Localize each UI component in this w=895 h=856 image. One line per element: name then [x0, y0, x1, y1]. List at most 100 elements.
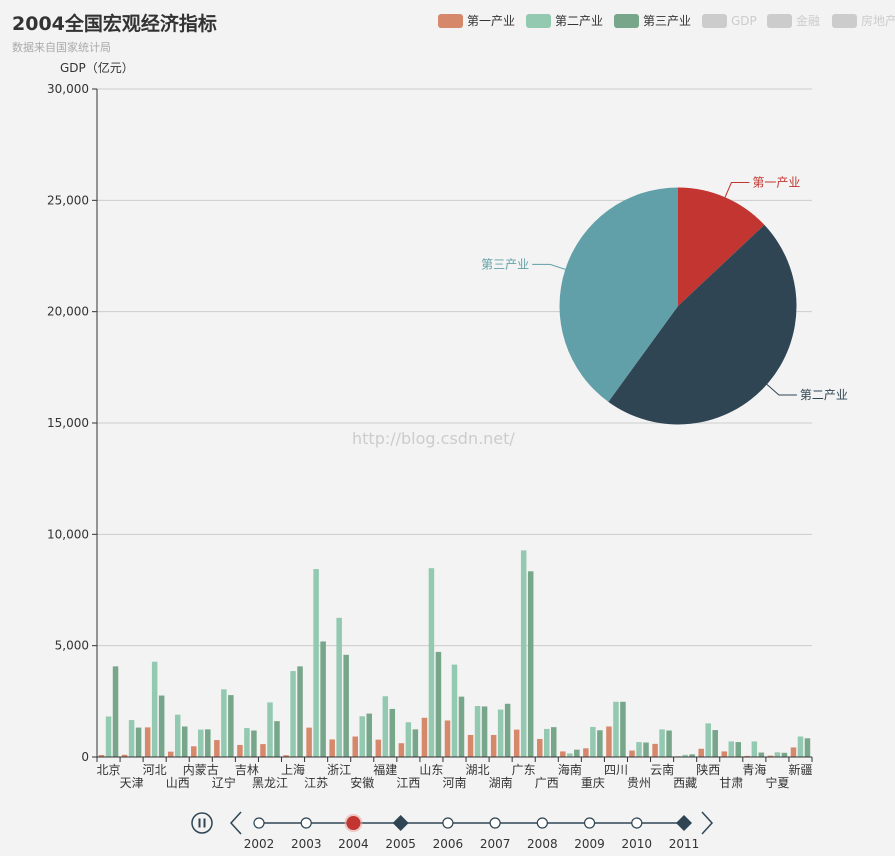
- bar: [467, 734, 474, 757]
- legend-label: 房地产: [861, 13, 895, 28]
- bar: [428, 568, 435, 757]
- timeline-dot: [536, 817, 548, 829]
- bar: [520, 550, 527, 757]
- x-tick-label: 江苏: [304, 776, 328, 790]
- pie-slice: [608, 224, 797, 425]
- bar: [590, 726, 596, 757]
- legend-item: 第三产业: [614, 14, 691, 28]
- bar: [283, 755, 289, 757]
- timeline-year-label: 2011: [669, 837, 700, 851]
- bar: [497, 709, 504, 757]
- bar: [721, 751, 728, 757]
- bar: [574, 749, 580, 757]
- bar: [167, 751, 174, 757]
- x-tick-label: 上海: [281, 762, 305, 777]
- bar: [306, 727, 312, 757]
- watermark-text: http://blog.csdn.net/: [352, 429, 515, 448]
- y-tick-label: 25,000: [47, 193, 89, 207]
- bar: [666, 730, 672, 757]
- timeline-dot: [489, 817, 501, 829]
- x-tick-label: 广东: [512, 763, 536, 777]
- legend-item: 第一产业: [438, 14, 515, 28]
- x-tick-label: 四川: [604, 763, 628, 777]
- timeline-diamond: [676, 815, 692, 831]
- bar: [744, 755, 751, 757]
- bar: [237, 744, 243, 757]
- pie-label-line: [532, 263, 566, 270]
- bar: [297, 666, 303, 757]
- x-tick-label: 甘肃: [719, 776, 743, 790]
- bar: [329, 739, 335, 757]
- bar: [643, 742, 649, 757]
- bar: [151, 661, 158, 757]
- y-tick-label: 30,000: [47, 82, 89, 96]
- bar: [158, 695, 165, 757]
- timeline-year-label: 2008: [527, 837, 558, 851]
- x-tick-label: 河南: [442, 775, 466, 790]
- legend-swatch: [614, 14, 639, 28]
- bar: [751, 741, 758, 757]
- pie-label: 第二产业: [800, 388, 848, 402]
- legend-swatch: [702, 14, 727, 28]
- bar: [336, 617, 342, 757]
- pause-icon: [203, 818, 206, 828]
- bar: [527, 571, 534, 757]
- timeline-year-label: 2004: [338, 837, 369, 851]
- pie-label-line: [724, 182, 750, 198]
- x-tick-label: 陕西: [696, 762, 720, 777]
- pie-label: 第一产业: [752, 176, 800, 190]
- legend-swatch: [832, 14, 857, 28]
- bar: [767, 755, 774, 757]
- bar: [435, 651, 442, 757]
- bar: [352, 736, 358, 757]
- bar: [659, 729, 665, 757]
- timeline-year-label: 2005: [385, 837, 416, 851]
- next-arrow-icon: [701, 811, 714, 835]
- bar: [606, 726, 612, 757]
- bar: [735, 742, 742, 757]
- pie-label-line: [766, 383, 797, 396]
- bar: [444, 720, 451, 757]
- bar: [421, 717, 428, 757]
- timeline-current-dot: [346, 816, 361, 830]
- bar: [560, 751, 566, 757]
- bar: [343, 654, 349, 757]
- bar: [260, 744, 266, 757]
- x-tick-label: 内蒙古: [183, 762, 219, 777]
- bar: [682, 754, 688, 757]
- legend-label: 第三产业: [643, 14, 691, 28]
- legend-item: 金融: [767, 13, 820, 28]
- pie-slice: [678, 187, 765, 306]
- y-tick-label: 15,000: [47, 416, 89, 430]
- x-tick-label: 新疆: [788, 762, 812, 777]
- bar: [797, 736, 804, 757]
- x-tick-label: 湖北: [466, 762, 490, 777]
- pie-slice: [559, 187, 678, 402]
- bar: [214, 740, 220, 757]
- bar: [458, 696, 465, 757]
- x-tick-label: 海南: [558, 762, 582, 777]
- x-tick-label: 河北: [143, 763, 167, 777]
- bar: [112, 666, 119, 757]
- x-tick-label: 贵州: [627, 776, 651, 790]
- bar: [382, 696, 389, 757]
- pause-icon: [198, 818, 201, 828]
- timeline-year-label: 2003: [291, 837, 322, 851]
- x-tick-label: 江西: [396, 776, 420, 790]
- x-tick-label: 山西: [166, 776, 190, 790]
- bar: [98, 754, 105, 757]
- x-tick-label: 重庆: [581, 776, 605, 790]
- bar: [375, 739, 382, 757]
- legend-swatch: [526, 14, 551, 28]
- timeline-year-label: 2002: [244, 837, 275, 851]
- bar: [636, 742, 642, 757]
- x-tick-label: 辽宁: [212, 775, 236, 790]
- bar: [490, 734, 497, 757]
- y-tick-label: 20,000: [47, 305, 89, 319]
- bar: [389, 708, 396, 757]
- bar: [228, 695, 234, 757]
- grid-lines: [97, 88, 812, 647]
- bar: [135, 727, 142, 757]
- x-tick-label: 青海: [742, 762, 766, 777]
- bar: [629, 750, 635, 757]
